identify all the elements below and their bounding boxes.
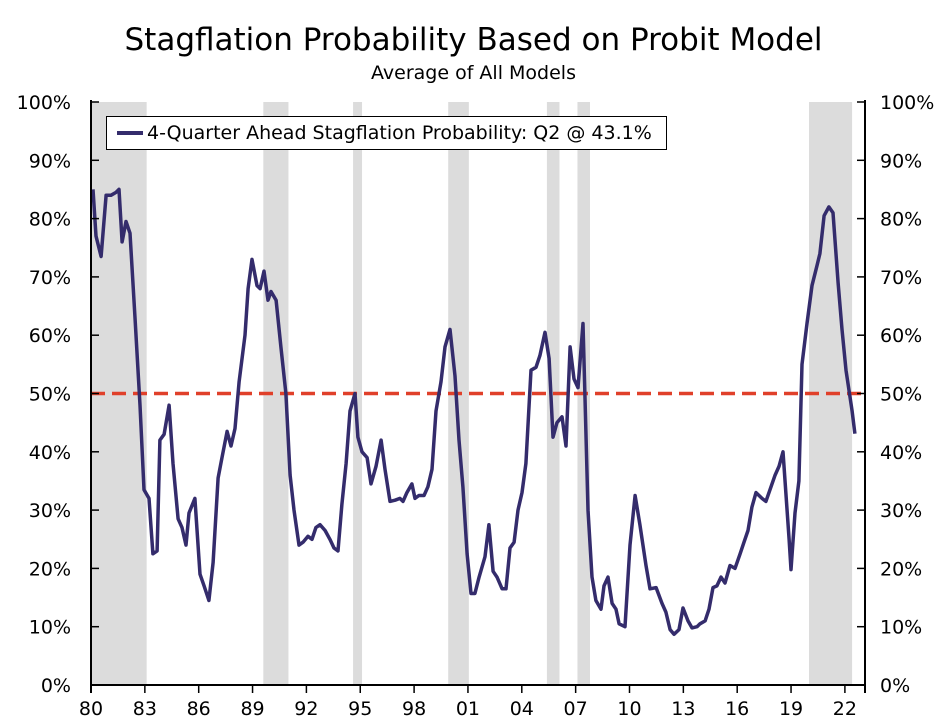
- y-tick-label-left: 0%: [41, 675, 71, 697]
- x-tick-label: 01: [456, 698, 480, 720]
- y-tick-label-right: 20%: [880, 558, 922, 580]
- x-tick-label: 83: [133, 698, 157, 720]
- y-tick-label-right: 0%: [880, 675, 910, 697]
- x-tick-label: 98: [402, 698, 426, 720]
- legend-swatch: [117, 131, 143, 135]
- legend-label: 4-Quarter Ahead Stagflation Probability:…: [147, 122, 652, 144]
- y-tick-label-left: 60%: [29, 325, 71, 347]
- x-tick-label: 16: [725, 698, 749, 720]
- y-tick-label-left: 30%: [29, 500, 71, 522]
- x-tick-label: 80: [79, 698, 103, 720]
- y-tick-label-left: 100%: [17, 92, 71, 114]
- chart-subtitle: Average of All Models: [371, 62, 576, 84]
- y-tick-label-right: 40%: [880, 442, 922, 464]
- x-tick-label: 19: [779, 698, 803, 720]
- y-tick-label-left: 20%: [29, 558, 71, 580]
- y-tick-label-left: 90%: [29, 150, 71, 172]
- x-tick-label: 22: [833, 698, 857, 720]
- x-tick-label: 07: [564, 698, 588, 720]
- x-tick-label: 95: [348, 698, 372, 720]
- series-line: [91, 187, 857, 637]
- y-tick-label-left: 50%: [29, 384, 71, 406]
- y-tick-label-right: 80%: [880, 209, 922, 231]
- y-tick-label-right: 10%: [880, 617, 922, 639]
- y-tick-label-left: 40%: [29, 442, 71, 464]
- y-tick-label-left: 10%: [29, 617, 71, 639]
- y-tick-label-right: 70%: [880, 267, 922, 289]
- x-tick-label: 13: [671, 698, 695, 720]
- y-tick-label-right: 90%: [880, 150, 922, 172]
- x-tick-label: 86: [187, 698, 211, 720]
- x-tick-label: 10: [617, 698, 641, 720]
- x-tick-label: 89: [240, 698, 264, 720]
- x-tick-label: 04: [510, 698, 534, 720]
- y-tick-label-left: 80%: [29, 209, 71, 231]
- y-tick-label-left: 70%: [29, 267, 71, 289]
- y-tick-label-right: 50%: [880, 384, 922, 406]
- x-tick-label: 92: [294, 698, 318, 720]
- legend: 4-Quarter Ahead Stagflation Probability:…: [106, 116, 667, 150]
- y-tick-label-right: 100%: [880, 92, 934, 114]
- shaded-period: [353, 102, 363, 685]
- y-tick-label-right: 60%: [880, 325, 922, 347]
- chart-title: Stagflation Probability Based on Probit …: [124, 22, 823, 58]
- y-tick-label-right: 30%: [880, 500, 922, 522]
